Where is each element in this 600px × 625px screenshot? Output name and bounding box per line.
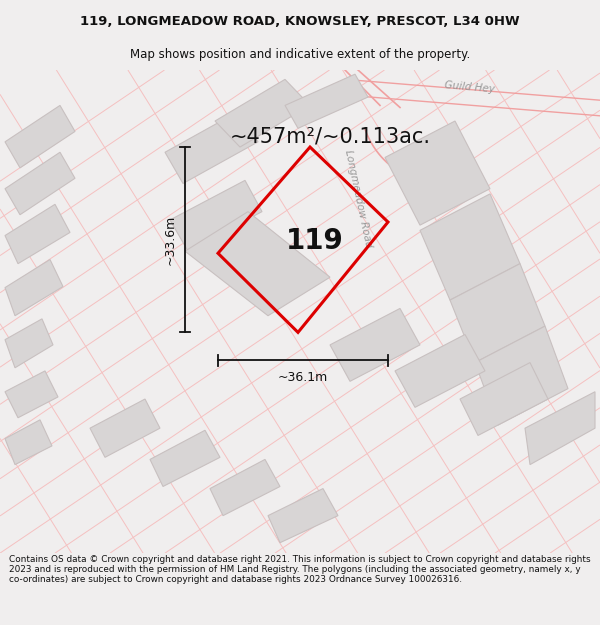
Text: 119, LONGMEADOW ROAD, KNOWSLEY, PRESCOT, L34 0HW: 119, LONGMEADOW ROAD, KNOWSLEY, PRESCOT,… (80, 16, 520, 28)
Polygon shape (5, 319, 53, 368)
Polygon shape (385, 121, 490, 225)
Polygon shape (525, 392, 595, 464)
Polygon shape (5, 106, 75, 168)
Polygon shape (90, 399, 160, 458)
Polygon shape (150, 430, 220, 486)
Text: Map shows position and indicative extent of the property.: Map shows position and indicative extent… (130, 48, 470, 61)
Text: ~457m²/~0.113ac.: ~457m²/~0.113ac. (230, 127, 431, 147)
Polygon shape (5, 420, 52, 464)
Polygon shape (185, 212, 330, 316)
Polygon shape (475, 326, 568, 425)
Polygon shape (330, 309, 420, 381)
Polygon shape (420, 194, 520, 300)
Polygon shape (5, 152, 75, 215)
Polygon shape (460, 362, 548, 436)
Text: 119: 119 (286, 227, 344, 255)
Text: ~33.6m: ~33.6m (164, 214, 177, 265)
Polygon shape (5, 371, 58, 418)
Polygon shape (5, 204, 70, 264)
Polygon shape (450, 264, 545, 362)
Polygon shape (5, 259, 63, 316)
Polygon shape (170, 181, 262, 251)
Polygon shape (268, 489, 338, 542)
Text: Longmeadow Road: Longmeadow Road (343, 149, 373, 249)
Polygon shape (395, 334, 485, 408)
Polygon shape (215, 79, 310, 147)
Text: Contains OS data © Crown copyright and database right 2021. This information is : Contains OS data © Crown copyright and d… (9, 554, 590, 584)
Polygon shape (165, 111, 258, 184)
Text: ~36.1m: ~36.1m (278, 371, 328, 384)
Polygon shape (210, 459, 280, 516)
Polygon shape (285, 74, 368, 128)
Text: Guild Hey: Guild Hey (445, 81, 496, 95)
